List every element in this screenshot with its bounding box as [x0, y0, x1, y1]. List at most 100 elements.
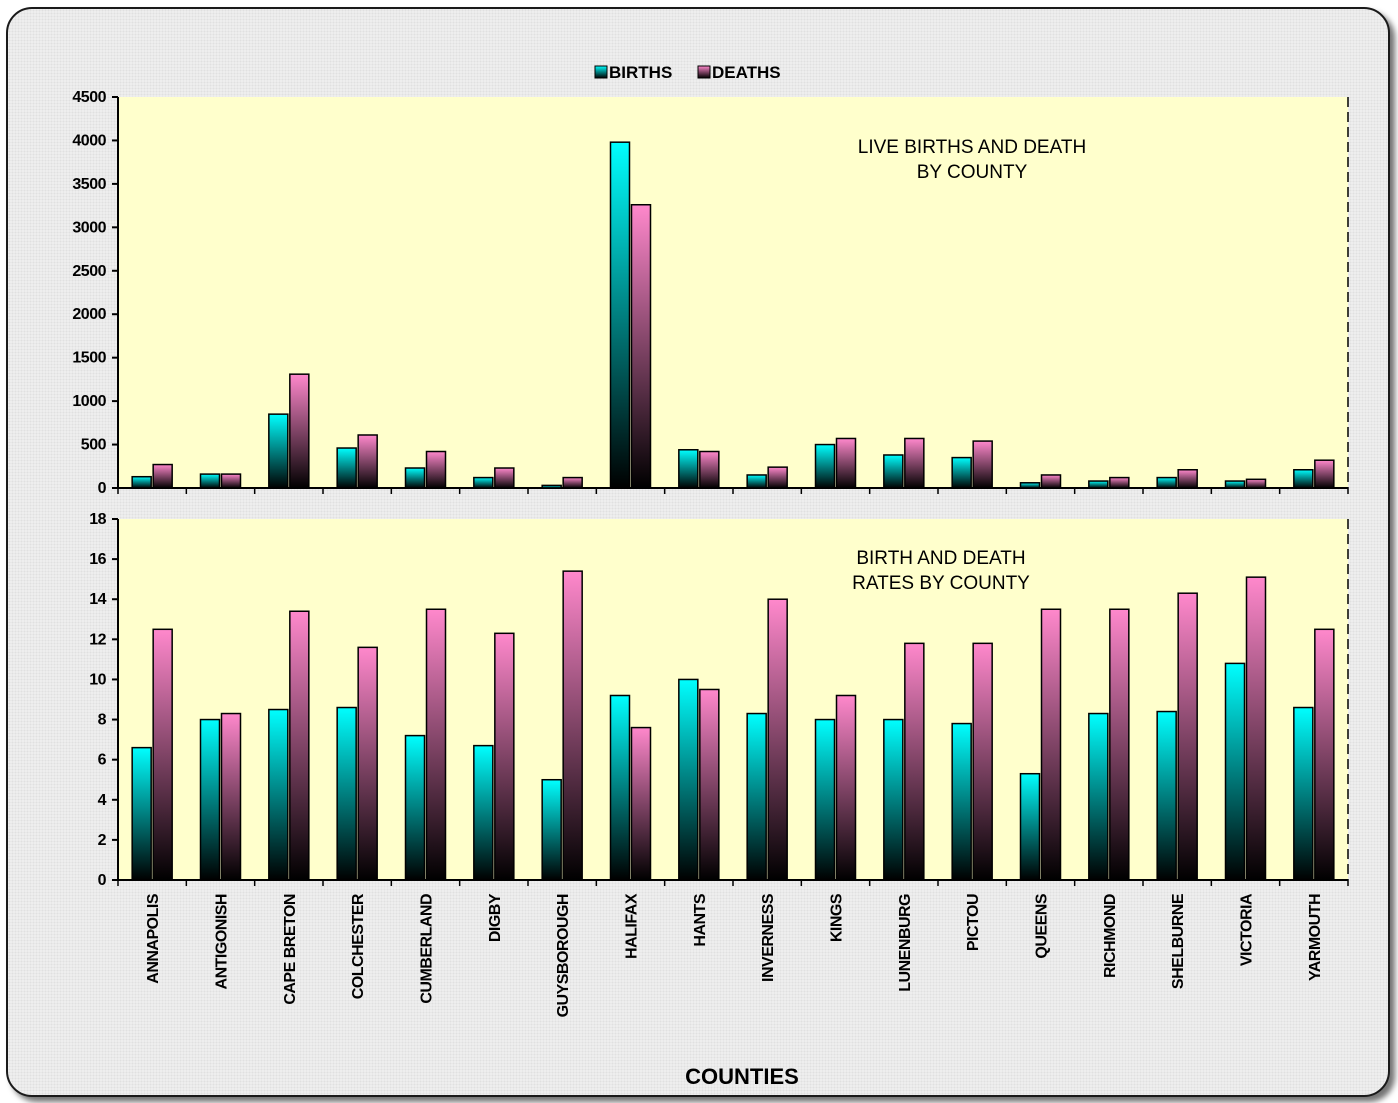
- category-label: DIGBY: [487, 893, 504, 942]
- bottom-y-axis: 0 2 4 6 8 10 12 14 16 18: [89, 511, 1349, 889]
- bottom-y-tick-label: 12: [89, 631, 106, 648]
- top-bar-deaths: [904, 437, 925, 489]
- bottom-y-tick-label: 16: [89, 551, 106, 568]
- top-chart-panel: 0 500 1000 1500 2000 2500 3000 3500 4000 4500 LIV…: [72, 89, 1349, 497]
- bottom-plot-area: [118, 519, 1348, 880]
- category-label: RICHMOND: [1102, 894, 1119, 978]
- top-bar-deaths: [289, 373, 310, 489]
- top-bar-births: [541, 484, 562, 489]
- bottom-bar-births: [199, 718, 221, 881]
- top-bar-births: [678, 449, 699, 489]
- category-axis-labels: ANNAPOLIS ANTIGONISH CAPE BRETON COLCHESTER…: [145, 893, 1324, 1017]
- bottom-bar-deaths: [220, 712, 242, 881]
- bottom-bar-births: [404, 734, 426, 881]
- category-label: ANNAPOLIS: [145, 893, 162, 984]
- bottom-bar-deaths: [1040, 608, 1062, 881]
- bottom-y-tick-label: 8: [98, 712, 107, 729]
- top-bar-deaths: [835, 437, 857, 489]
- legend-deaths-swatch: [697, 65, 711, 79]
- top-bar-deaths: [494, 467, 515, 489]
- bottom-bar-deaths: [835, 694, 857, 881]
- top-annotation-line1: LIVE BIRTHS AND DEATH: [858, 137, 1086, 158]
- category-label: CUMBERLAND: [419, 894, 436, 1004]
- bottom-bar-deaths: [494, 632, 515, 881]
- bottom-bar-births: [268, 708, 289, 881]
- bottom-bar-births: [131, 746, 152, 881]
- bottom-bar-deaths: [630, 726, 652, 881]
- bottom-bar-births: [473, 744, 494, 881]
- bottom-y-tick-label: 4: [98, 792, 107, 809]
- top-bar-births: [336, 447, 357, 489]
- bottom-bars: [131, 570, 1335, 881]
- bottom-bar-births: [1224, 662, 1246, 881]
- category-label: ANTIGONISH: [214, 894, 231, 989]
- bottom-y-tick-label: 0: [98, 872, 107, 889]
- top-y-tick-label: 0: [98, 480, 107, 497]
- top-bar-deaths: [972, 440, 993, 489]
- top-bar-deaths: [1177, 469, 1198, 489]
- bottom-y-tick-label: 18: [89, 511, 106, 528]
- bottom-bar-births: [883, 718, 904, 881]
- top-bar-births: [404, 467, 426, 489]
- top-bar-births: [1224, 480, 1246, 489]
- category-label: HANTS: [692, 893, 709, 946]
- bottom-bar-births: [541, 778, 562, 881]
- top-bar-deaths: [1109, 476, 1130, 489]
- top-bar-births: [1088, 480, 1109, 489]
- bottom-y-tick-label: 6: [98, 752, 107, 769]
- category-label: COLCHESTER: [350, 893, 367, 999]
- top-bar-deaths: [767, 466, 788, 489]
- top-bar-births: [814, 443, 836, 489]
- bottom-bar-births: [1019, 772, 1041, 881]
- bottom-bar-deaths: [1177, 592, 1198, 881]
- top-bar-births: [1019, 482, 1041, 489]
- bottom-annotation-line1: BIRTH AND DEATH: [856, 548, 1025, 569]
- top-y-tick-label: 3500: [72, 176, 106, 193]
- bottom-bar-births: [609, 694, 631, 881]
- top-y-tick-label: 4000: [72, 132, 106, 149]
- category-label: CAPE BRETON: [282, 894, 299, 1005]
- bottom-y-tick-label: 14: [89, 591, 106, 608]
- bottom-bar-births: [1293, 706, 1314, 881]
- bottom-bar-deaths: [972, 642, 993, 881]
- top-bar-deaths: [1040, 474, 1062, 489]
- top-bar-births: [1156, 476, 1177, 489]
- bottom-bar-deaths: [1314, 628, 1335, 881]
- legend-births-label: BIRTHS: [609, 63, 672, 82]
- top-bar-births: [199, 473, 221, 489]
- category-label: HALIFAX: [624, 893, 641, 959]
- bottom-y-tick-label: 2: [98, 832, 107, 849]
- bottom-bar-births: [678, 678, 699, 881]
- top-bar-births: [1293, 469, 1314, 489]
- top-y-tick-label: 3000: [72, 219, 106, 236]
- category-label: INVERNESS: [760, 893, 777, 982]
- bottom-bar-deaths: [699, 688, 720, 881]
- top-y-tick-label: 2000: [72, 306, 106, 323]
- top-bar-deaths: [1314, 459, 1335, 489]
- top-bar-births: [268, 413, 289, 489]
- bottom-bar-births: [814, 718, 836, 881]
- top-annotation-line2: BY COUNTY: [917, 162, 1028, 183]
- category-label: SHELBURNE: [1170, 893, 1187, 989]
- category-label: LUNENBURG: [897, 894, 914, 992]
- bottom-bar-deaths: [767, 598, 788, 881]
- bottom-bar-births: [951, 722, 972, 881]
- top-bar-deaths: [699, 450, 720, 489]
- bottom-chart-panel: 0 2 4 6 8 10 12 14 16 18 BIRTH AND DEATH RATES BY…: [89, 511, 1349, 889]
- bottom-bar-deaths: [1245, 576, 1267, 881]
- top-bar-births: [473, 476, 494, 489]
- category-label: VICTORIA: [1239, 893, 1256, 966]
- bottom-bar-deaths: [1109, 608, 1130, 881]
- top-bar-births: [883, 454, 904, 489]
- top-bar-deaths: [220, 473, 242, 489]
- top-y-tick-label: 500: [81, 437, 107, 454]
- top-y-axis: 0 500 1000 1500 2000 2500 3000 3500 4000 4500: [72, 89, 1349, 497]
- bottom-bar-births: [746, 712, 767, 881]
- top-bar-births: [951, 456, 972, 489]
- bottom-bar-deaths: [562, 570, 583, 881]
- top-bar-births: [609, 141, 631, 489]
- legend-deaths-label: DEATHS: [712, 63, 781, 82]
- bottom-bar-births: [336, 706, 357, 881]
- top-bar-deaths: [1245, 478, 1267, 489]
